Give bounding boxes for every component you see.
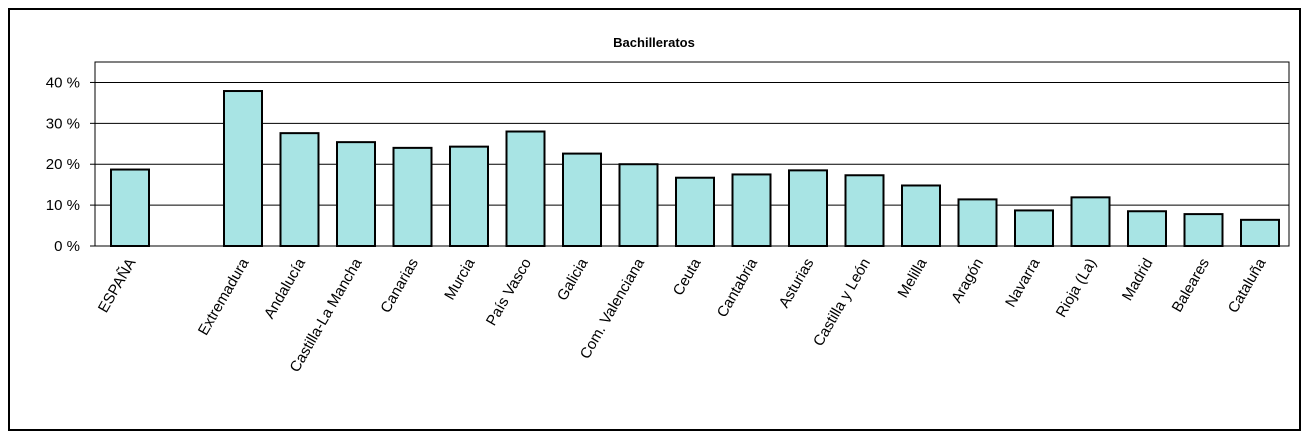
chart-title: Bachilleratos [613, 35, 695, 50]
x-category-label: Galicia [554, 255, 592, 304]
x-category-label: Aragón [948, 256, 987, 306]
bar [901, 184, 941, 248]
bar [1240, 218, 1280, 248]
y-tick-label: 40 % [46, 74, 80, 91]
y-axis: 0 % 10 % 20 % 30 % 40 % [46, 74, 95, 255]
bar [336, 141, 376, 248]
bar [1127, 210, 1167, 247]
x-category-label: Ceuta [670, 255, 705, 299]
bar [1070, 196, 1111, 247]
x-category-label: Cantabria [714, 255, 762, 320]
bar [844, 174, 885, 247]
bar [449, 145, 489, 247]
x-category-label: ESPAÑA [95, 256, 140, 316]
x-category-label: Extremadura [195, 255, 253, 338]
x-category-label: Canarias [377, 256, 422, 316]
x-category-label: Murcia [441, 255, 479, 303]
x-category-label: Cataluña [1225, 255, 1270, 316]
x-category-label: Rioja (La) [1053, 256, 1100, 321]
bar [675, 176, 715, 248]
bars [110, 90, 1280, 248]
bar [110, 168, 150, 247]
bar [1014, 209, 1054, 247]
y-tick-label: 20 % [46, 156, 80, 173]
bar [1183, 213, 1224, 248]
x-category-label: Melilla [894, 255, 930, 301]
bar [731, 173, 772, 247]
x-category-label: Baleares [1169, 256, 1213, 316]
bar [618, 163, 659, 248]
bar [562, 152, 602, 247]
x-category-label: Asturias [776, 256, 818, 311]
y-tick-label: 30 % [46, 115, 80, 132]
bar [957, 198, 998, 248]
x-category-label: Castilla y León [810, 256, 874, 350]
bar [279, 132, 320, 247]
bar [392, 146, 433, 247]
plot-area-border [94, 61, 1290, 247]
x-category-label: Madrid [1119, 256, 1157, 304]
bar [505, 130, 546, 247]
y-tick-label: 10 % [46, 197, 80, 214]
bar [223, 90, 263, 247]
bar [788, 169, 828, 248]
x-category-label: Navarra [1002, 255, 1044, 310]
y-tick-label: 0 % [54, 238, 80, 255]
x-category-label: Andalucía [261, 255, 309, 322]
x-category-label: País Vasco [483, 256, 535, 329]
